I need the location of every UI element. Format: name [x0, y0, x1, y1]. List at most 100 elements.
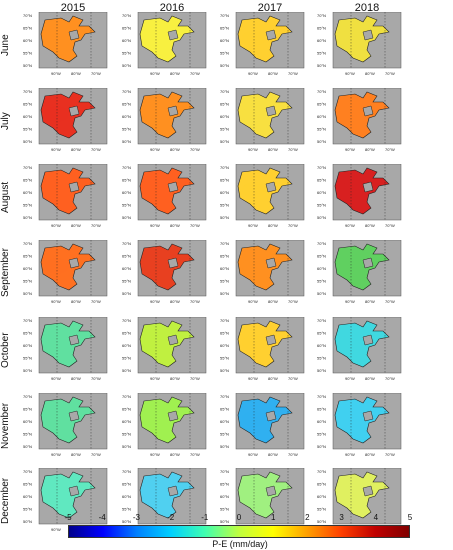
- lat-label: 55°N: [220, 51, 229, 56]
- lat-label: 50°N: [220, 291, 229, 296]
- lon-label: 70°W: [190, 299, 200, 304]
- lon-label: 70°W: [91, 147, 101, 152]
- lat-label: 70°N: [317, 13, 326, 18]
- pe-field-core: [339, 258, 363, 274]
- map-panel: 70°N65°N60°N55°N50°N90°W80°W70°W: [23, 468, 108, 532]
- map-panel: 70°N65°N60°N55°N50°N90°W80°W70°W: [122, 468, 207, 532]
- colorbar-tick: -5: [64, 513, 72, 522]
- lon-label: 90°W: [51, 452, 61, 457]
- colorbar-tick: -4: [98, 513, 106, 522]
- lat-label: 70°N: [317, 165, 326, 170]
- lat-label: 55°N: [220, 356, 229, 361]
- pe-field-core: [242, 182, 266, 198]
- lon-label: 90°W: [51, 147, 61, 152]
- island: [362, 485, 374, 497]
- month-label: October: [0, 332, 11, 368]
- lon-label: 80°W: [71, 299, 81, 304]
- lat-label: 60°N: [23, 190, 32, 195]
- pe-field-core: [242, 30, 266, 46]
- lon-label: 90°W: [345, 299, 355, 304]
- lat-label: 50°N: [317, 519, 326, 524]
- lat-label: 60°N: [122, 38, 131, 43]
- lat-label: 50°N: [122, 291, 131, 296]
- lon-label: 90°W: [150, 223, 160, 228]
- pe-field-core: [339, 486, 363, 502]
- lat-label: 70°N: [23, 394, 32, 399]
- lat-label: 70°N: [317, 394, 326, 399]
- lon-label: 70°W: [288, 376, 298, 381]
- lat-label: 70°N: [122, 469, 131, 474]
- pe-field-core: [242, 335, 266, 351]
- lon-label: 90°W: [150, 299, 160, 304]
- lat-label: 60°N: [317, 266, 326, 271]
- lat-label: 65°N: [23, 254, 32, 259]
- lon-label: 90°W: [51, 71, 61, 76]
- lon-label: 80°W: [268, 147, 278, 152]
- lat-label: 60°N: [122, 190, 131, 195]
- lon-label: 90°W: [248, 71, 258, 76]
- lat-label: 55°N: [317, 432, 326, 437]
- lon-label: 70°W: [288, 71, 298, 76]
- lat-label: 65°N: [317, 178, 326, 183]
- month-label: September: [0, 248, 11, 298]
- island: [265, 181, 277, 193]
- lat-label: 60°N: [23, 38, 32, 43]
- pe-field-core: [339, 30, 363, 46]
- lat-label: 55°N: [23, 279, 32, 284]
- colorbar-tick: 0: [236, 513, 242, 522]
- lon-label: 70°W: [385, 376, 395, 381]
- lon-label: 80°W: [170, 376, 180, 381]
- colorbar-tick: 1: [270, 513, 276, 522]
- lat-label: 65°N: [220, 331, 229, 336]
- lat-label: 50°N: [220, 139, 229, 144]
- lon-label: 70°W: [190, 71, 200, 76]
- lon-label: 90°W: [248, 452, 258, 457]
- lat-label: 70°N: [122, 318, 131, 323]
- lon-label: 90°W: [51, 376, 61, 381]
- colorbar-label: P-E (mm/day): [212, 539, 268, 549]
- lon-label: 70°W: [91, 223, 101, 228]
- lat-label: 65°N: [220, 178, 229, 183]
- lat-label: 70°N: [122, 165, 131, 170]
- lon-label: 80°W: [170, 299, 180, 304]
- lat-label: 50°N: [23, 139, 32, 144]
- lat-label: 55°N: [122, 356, 131, 361]
- colorbar-tick: 4: [373, 513, 379, 522]
- lon-label: 90°W: [345, 376, 355, 381]
- lat-label: 55°N: [122, 51, 131, 56]
- lat-label: 60°N: [317, 419, 326, 424]
- colorbar: [68, 525, 410, 538]
- island: [68, 29, 80, 41]
- island: [68, 257, 80, 269]
- pe-field-core: [45, 486, 69, 502]
- lat-label: 70°N: [23, 469, 32, 474]
- pe-field-core: [45, 182, 69, 198]
- year-header: 2018: [354, 2, 380, 14]
- lat-label: 60°N: [122, 114, 131, 119]
- pe-field-core: [45, 411, 69, 427]
- year-header: 2016: [159, 2, 185, 14]
- lon-label: 90°W: [150, 71, 160, 76]
- island: [362, 105, 374, 117]
- colorbar-tick: 2: [305, 513, 310, 522]
- lat-label: 70°N: [23, 318, 32, 323]
- lat-label: 50°N: [317, 444, 326, 449]
- lat-label: 55°N: [122, 432, 131, 437]
- lon-label: 70°W: [190, 223, 200, 228]
- island: [265, 105, 277, 117]
- island: [167, 181, 179, 193]
- island: [68, 181, 80, 193]
- lat-label: 60°N: [23, 114, 32, 119]
- lat-label: 50°N: [23, 519, 32, 524]
- lat-label: 60°N: [220, 343, 229, 348]
- lat-label: 50°N: [122, 444, 131, 449]
- lat-label: 50°N: [122, 139, 131, 144]
- lon-label: 90°W: [345, 223, 355, 228]
- lon-label: 80°W: [268, 452, 278, 457]
- month-label: November: [0, 402, 11, 450]
